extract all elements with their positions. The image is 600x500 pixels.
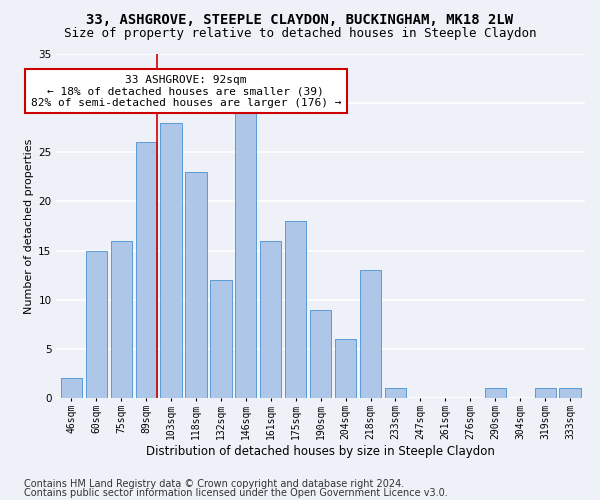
Bar (335, 339, 356, 398)
Bar (535, 388, 556, 398)
Bar (285, 221, 307, 398)
Bar (110, 241, 132, 398)
Bar (559, 388, 581, 398)
Bar (211, 280, 232, 398)
Bar (385, 388, 406, 398)
Bar (485, 388, 506, 398)
Text: 33 ASHGROVE: 92sqm
← 18% of detached houses are smaller (39)
82% of semi-detache: 33 ASHGROVE: 92sqm ← 18% of detached hou… (31, 74, 341, 108)
Bar (310, 310, 331, 398)
Bar (185, 172, 206, 398)
Text: 33, ASHGROVE, STEEPLE CLAYDON, BUCKINGHAM, MK18 2LW: 33, ASHGROVE, STEEPLE CLAYDON, BUCKINGHA… (86, 12, 514, 26)
Text: Size of property relative to detached houses in Steeple Claydon: Size of property relative to detached ho… (64, 28, 536, 40)
X-axis label: Distribution of detached houses by size in Steeple Claydon: Distribution of detached houses by size … (146, 444, 495, 458)
Bar (260, 241, 281, 398)
Bar (86, 250, 107, 398)
Bar (360, 270, 381, 398)
Bar (160, 123, 182, 398)
Bar (61, 378, 82, 398)
Y-axis label: Number of detached properties: Number of detached properties (24, 138, 34, 314)
Bar (235, 113, 256, 398)
Text: Contains HM Land Registry data © Crown copyright and database right 2024.: Contains HM Land Registry data © Crown c… (24, 479, 404, 489)
Bar (136, 142, 157, 398)
Text: Contains public sector information licensed under the Open Government Licence v3: Contains public sector information licen… (24, 488, 448, 498)
